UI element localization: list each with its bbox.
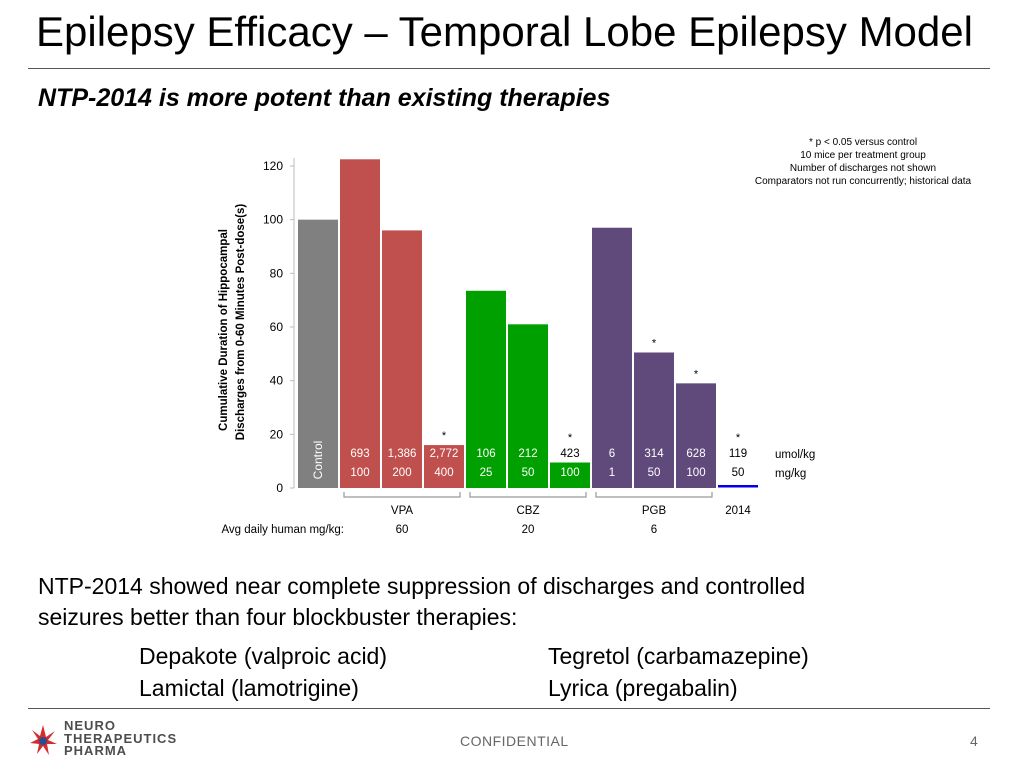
dose-umol-label: 6 — [609, 448, 615, 460]
bar-pgb — [634, 352, 674, 488]
bar-vpa — [340, 159, 380, 488]
y-tick-label: 20 — [270, 427, 284, 441]
note-comparators: Comparators not run concurrently; histor… — [754, 176, 972, 187]
title-divider — [28, 68, 990, 69]
bar-pgb — [676, 383, 716, 488]
y-tick-label: 40 — [270, 374, 284, 388]
dose-umol-label: 119 — [729, 448, 747, 460]
slide-subtitle: NTP-2014 is more potent than existing th… — [38, 84, 611, 112]
logo-starburst-icon — [30, 725, 57, 755]
summary-line-1: NTP-2014 showed near complete suppressio… — [38, 573, 806, 599]
chart-notes: * p < 0.05 versus control 10 mice per tr… — [732, 136, 994, 188]
dose-umol-label: 314 — [644, 448, 664, 460]
dose-mg-label: 50 — [522, 467, 535, 479]
group-bracket — [343, 492, 461, 498]
dose-mg-label: 1 — [609, 467, 615, 479]
significance-marker: * — [694, 368, 699, 380]
dose-umol-label: 693 — [350, 448, 369, 460]
note-significance: * p < 0.05 versus control — [808, 137, 918, 148]
y-tick-label: 0 — [276, 481, 283, 495]
bar-control — [298, 219, 338, 488]
bar-ntp-2014 — [718, 485, 758, 488]
drug-depakote: Depakote (valproic acid) — [139, 643, 388, 669]
drug-tegretol: Tegretol (carbamazepine) — [548, 643, 809, 669]
y-tick-label: 60 — [270, 320, 284, 334]
dose-mg-label: 400 — [434, 467, 453, 479]
human-dose-row-label: Avg daily human mg/kg: — [221, 524, 344, 536]
y-tick-label: 100 — [263, 213, 283, 227]
bar-cbz — [466, 290, 506, 488]
note-discharges: Number of discharges not shown — [789, 163, 937, 174]
significance-marker: * — [652, 337, 657, 349]
dose-mg-label: 50 — [648, 467, 661, 479]
summary-text: NTP-2014 showed near complete suppressio… — [38, 571, 998, 633]
group-label-ntp: 2014 — [725, 505, 751, 517]
dose-mg-label: 50 — [732, 467, 745, 479]
significance-marker: * — [568, 432, 573, 444]
group-label-cbz: CBZ — [517, 505, 540, 517]
dose-umol-label: 423 — [560, 448, 579, 460]
group-label-pgb: PGB — [642, 505, 667, 517]
control-bar-label: Control — [311, 441, 325, 480]
slide-title: Epilepsy Efficacy – Temporal Lobe Epilep… — [36, 8, 973, 55]
drug-lyrica: Lyrica (pregabalin) — [548, 675, 738, 701]
dose-mg-label: 100 — [686, 467, 705, 479]
confidential-label: CONFIDENTIAL — [460, 733, 569, 749]
drug-lamictal: Lamictal (lamotrigine) — [139, 675, 359, 701]
significance-marker: * — [736, 432, 741, 444]
human-dose-cbz: 20 — [522, 524, 535, 536]
bar-vpa — [382, 230, 422, 488]
group-bracket — [595, 492, 713, 498]
group-label-vpa: VPA — [391, 505, 413, 517]
summary-line-2: seizures better than four blockbuster th… — [38, 604, 518, 630]
bar-vpa — [424, 445, 464, 488]
logo-text: NEURO THERAPEUTICS PHARMA — [64, 718, 178, 758]
human-dose-vpa: 60 — [396, 524, 409, 536]
unit-mg-label: mg/kg — [775, 468, 806, 480]
unit-umol-label: umol/kg — [775, 449, 815, 461]
bar-pgb — [592, 227, 632, 488]
y-tick-label: 80 — [270, 266, 284, 280]
note-mice: 10 mice per treatment group — [800, 150, 926, 161]
bar-cbz — [550, 462, 590, 488]
group-bracket — [469, 492, 587, 498]
dose-mg-label: 100 — [560, 467, 579, 479]
dose-umol-label: 2,772 — [430, 448, 459, 460]
dose-mg-label: 100 — [350, 467, 369, 479]
page-number: 4 — [970, 733, 978, 749]
y-axis-title-line-2: Discharges from 0-60 Minutes Post-dose(s… — [235, 204, 247, 441]
dose-mg-label: 25 — [480, 467, 493, 479]
human-dose-pgb: 6 — [651, 524, 657, 536]
y-axis-title-line-1: Cumulative Duration of Hippocampal — [218, 229, 230, 431]
dose-umol-label: 1,386 — [388, 448, 417, 460]
dose-umol-label: 628 — [686, 448, 705, 460]
dose-umol-label: 212 — [518, 448, 537, 460]
dose-mg-label: 200 — [392, 467, 411, 479]
bar-cbz — [508, 324, 548, 488]
company-logo: NEURO THERAPEUTICS PHARMA — [30, 718, 200, 762]
footer-divider — [28, 708, 990, 709]
y-tick-label: 120 — [263, 159, 283, 173]
dose-umol-label: 106 — [476, 448, 495, 460]
significance-marker: * — [442, 430, 447, 442]
